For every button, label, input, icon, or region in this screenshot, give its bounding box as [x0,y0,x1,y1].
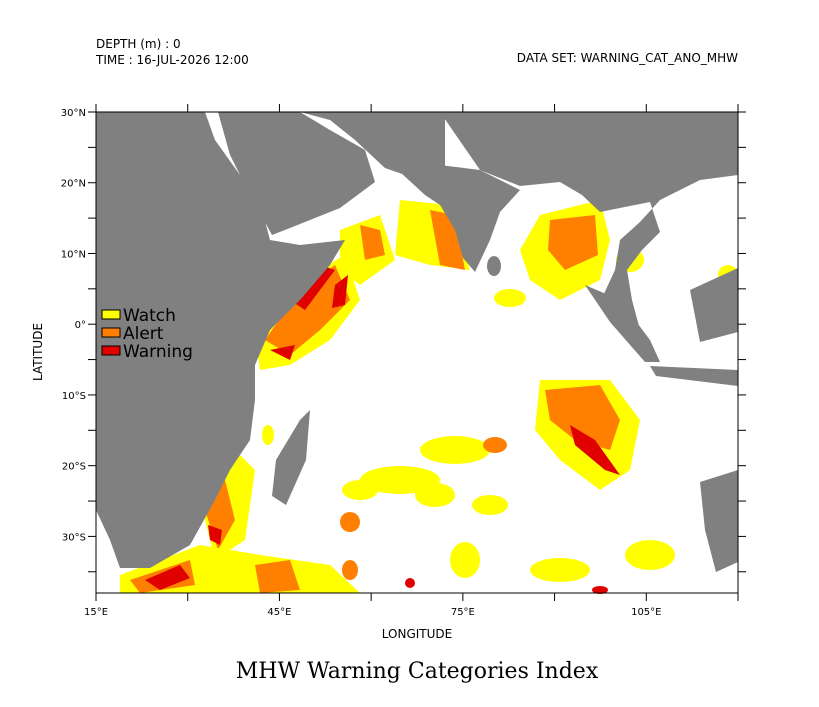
patch [420,436,490,464]
patch [483,437,507,453]
legend-label: Warning [123,342,193,362]
patch [145,565,190,590]
persia [300,112,445,182]
y-tick-label: 10°S [62,391,86,402]
y-tick-label: 20°S [62,462,86,473]
y-tick-label: 30°S [62,532,86,543]
time-label: TIME : 16-JUL-2026 12:00 [95,53,249,67]
patch [570,425,620,475]
depth-label: DEPTH (m) : 0 [96,37,181,51]
map-body [96,112,738,594]
legend-swatch [101,345,121,356]
legend-swatch [101,327,121,338]
patch [360,466,440,494]
patch [625,540,675,570]
x-tick-label: 45°E [267,607,291,618]
africa [96,112,345,568]
patch [592,586,608,594]
patch [545,385,620,450]
map-title: MHW Warning Categories Index [236,659,599,684]
legend-swatch [101,309,121,320]
sri-lanka [487,256,501,276]
patch [262,425,274,445]
patch [255,560,300,593]
x-tick-label: 105°E [631,607,661,618]
y-tick-label: 0° [75,320,86,331]
patch [290,265,335,310]
legend-label: Alert [123,324,164,344]
patch [270,345,295,360]
y-axis-label: LATITUDE [31,323,45,381]
arabia [218,112,375,235]
southeast-asia [440,112,738,330]
borneo [690,268,738,342]
patch [208,525,222,545]
patch [342,480,378,500]
patch [530,558,590,582]
dataset-label: DATA SET: WARNING_CAT_ANO_MHW [517,51,738,65]
y-tick-label: 20°N [61,179,86,190]
anomaly-patches [120,200,738,594]
australia [700,470,738,572]
patch [332,275,348,308]
patch [494,289,526,307]
patch [265,265,350,355]
india [400,165,520,272]
madagascar [272,410,310,505]
patch [360,225,385,260]
patch [415,483,455,507]
patch [548,215,598,270]
patch [450,542,480,578]
plot-frame [95,111,739,594]
legend-label: Watch [123,306,176,326]
sumatra [585,285,660,362]
patch [405,578,415,588]
patch [340,512,360,532]
patch [342,560,358,580]
axes: 15°E 45°E 75°E 105°E 30°N 20°N 10°N 0° 10°S 20°S 3… [61,104,746,618]
x-tick-label: 75°E [451,607,475,618]
land [96,112,738,572]
x-tick-label: 15°E [84,607,108,618]
y-tick-label: 30°N [61,108,86,119]
y-tick-label: 10°N [61,249,86,260]
patch [472,495,508,515]
x-axis-label: LONGITUDE [382,627,452,641]
java [650,366,738,386]
